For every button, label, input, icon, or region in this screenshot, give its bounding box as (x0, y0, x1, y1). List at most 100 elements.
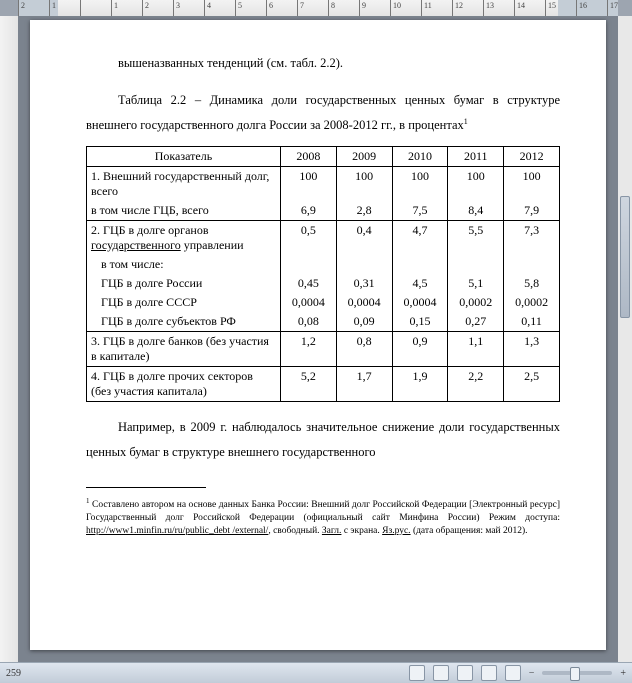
scrollbar-vertical[interactable] (617, 16, 632, 663)
table-row: 4. ГЦБ в долге прочих секторов (без учас… (87, 367, 560, 402)
cell-value: 1,7 (336, 367, 392, 402)
cell-value: 0,45 (280, 274, 336, 293)
cell-value: 2,2 (448, 367, 504, 402)
cell-value: 0,0002 (448, 293, 504, 312)
cell-value: 0,09 (336, 312, 392, 332)
col-header-year: 2009 (336, 147, 392, 167)
cell-value (336, 255, 392, 274)
row-label: ГЦБ в долге СССР (87, 293, 281, 312)
cell-value: 2,8 (336, 201, 392, 221)
footnote-zagl: Загл. (322, 526, 342, 536)
word-processor-window: 211234567891011121314151617 вышеназванны… (0, 0, 632, 683)
col-header-year: 2010 (392, 147, 448, 167)
body-paragraph: Например, в 2009 г. наблюдалось значител… (86, 415, 560, 465)
cell-value: 100 (448, 167, 504, 202)
table-row: ГЦБ в долге СССР0,00040,00040,00040,0002… (87, 293, 560, 312)
caption-footnote-mark: 1 (464, 117, 468, 126)
table-row: 2. ГЦБ в долге органов государственного … (87, 221, 560, 256)
document-workspace: вышеназванных тенденций (см. табл. 2.2).… (18, 16, 618, 663)
cell-value: 0,5 (280, 221, 336, 256)
view-mode-button-3[interactable] (457, 665, 473, 681)
top-fragment-text: вышеназванных тенденций (см. табл. 2.2). (86, 51, 560, 76)
scrollbar-thumb[interactable] (620, 196, 630, 318)
cell-value: 100 (392, 167, 448, 202)
cell-value: 0,31 (336, 274, 392, 293)
cell-value: 7,5 (392, 201, 448, 221)
col-header-year: 2012 (504, 147, 560, 167)
cell-value: 7,3 (504, 221, 560, 256)
cell-value (392, 255, 448, 274)
ruler-vertical[interactable] (0, 16, 19, 663)
cell-value (504, 255, 560, 274)
cell-value: 0,15 (392, 312, 448, 332)
table-row: ГЦБ в долге субъектов РФ0,080,090,150,27… (87, 312, 560, 332)
table-body: 1. Внешний государственный долг, всего10… (87, 167, 560, 402)
table-row: 3. ГЦБ в долге банков (без участия в кап… (87, 332, 560, 367)
cell-value: 5,5 (448, 221, 504, 256)
ruler-horizontal[interactable]: 211234567891011121314151617 (18, 0, 618, 17)
col-header-year: 2011 (448, 147, 504, 167)
cell-value: 4,5 (392, 274, 448, 293)
footnote-text-a: Составлено автором на основе данных Банк… (86, 500, 560, 523)
footnote-text-b: , свободный. (268, 526, 322, 536)
cell-value: 6,9 (280, 201, 336, 221)
cell-value: 0,9 (392, 332, 448, 367)
cell-value: 0,4 (336, 221, 392, 256)
table-row: 1. Внешний государственный долг, всего10… (87, 167, 560, 202)
footnote-text-c: с экрана. (341, 526, 382, 536)
cell-value: 1,1 (448, 332, 504, 367)
cell-value: 5,2 (280, 367, 336, 402)
cell-value (280, 255, 336, 274)
zoom-out-icon[interactable]: − (529, 668, 535, 679)
cell-value: 100 (504, 167, 560, 202)
cell-value: 0,0004 (280, 293, 336, 312)
cell-value: 1,3 (504, 332, 560, 367)
row-label: 3. ГЦБ в долге банков (без участия в кап… (87, 332, 281, 367)
zoom-in-icon[interactable]: + (620, 668, 626, 679)
view-mode-button-1[interactable] (409, 665, 425, 681)
page-number-label: 259 (6, 668, 21, 679)
cell-value: 8,4 (448, 201, 504, 221)
cell-value: 0,0004 (392, 293, 448, 312)
row-label: 1. Внешний государственный долг, всего (87, 167, 281, 202)
footnote-lang: Яз.рус. (382, 526, 410, 536)
cell-value: 0,0002 (504, 293, 560, 312)
cell-value: 0,08 (280, 312, 336, 332)
cell-value: 5,8 (504, 274, 560, 293)
view-mode-button-4[interactable] (481, 665, 497, 681)
cell-value: 100 (280, 167, 336, 202)
view-mode-button-5[interactable] (505, 665, 521, 681)
table-row: в том числе: (87, 255, 560, 274)
cell-value: 1,2 (280, 332, 336, 367)
page: вышеназванных тенденций (см. табл. 2.2).… (30, 20, 606, 650)
row-label: ГЦБ в долге субъектов РФ (87, 312, 281, 332)
cell-value: 5,1 (448, 274, 504, 293)
cell-value: 7,9 (504, 201, 560, 221)
caption-text: Таблица 2.2 – Динамика доли государствен… (86, 93, 560, 132)
footnote: 1 Составлено автором на основе данных Ба… (86, 497, 560, 538)
cell-value: 0,0004 (336, 293, 392, 312)
row-label: в том числе: (87, 255, 281, 274)
table-row: ГЦБ в долге России0,450,314,55,15,8 (87, 274, 560, 293)
zoom-slider[interactable] (542, 671, 612, 675)
cell-value: 0,8 (336, 332, 392, 367)
footnote-separator (86, 487, 206, 488)
row-label: ГЦБ в долге России (87, 274, 281, 293)
cell-value: 2,5 (504, 367, 560, 402)
cell-value: 0,11 (504, 312, 560, 332)
cell-value: 1,9 (392, 367, 448, 402)
table-head: Показатель20082009201020112012 (87, 147, 560, 167)
view-mode-button-2[interactable] (433, 665, 449, 681)
table-row: в том числе ГЦБ, всего6,92,87,58,47,9 (87, 201, 560, 221)
table-header-row: Показатель20082009201020112012 (87, 147, 560, 167)
col-header-indicator: Показатель (87, 147, 281, 167)
cell-value: 4,7 (392, 221, 448, 256)
cell-value: 100 (336, 167, 392, 202)
cell-value: 0,27 (448, 312, 504, 332)
row-label: 4. ГЦБ в долге прочих секторов (без учас… (87, 367, 281, 402)
cell-value (448, 255, 504, 274)
footnote-mark: 1 (86, 497, 90, 505)
data-table: Показатель20082009201020112012 1. Внешни… (86, 146, 560, 402)
footnote-link[interactable]: http://www1.minfin.ru/ru/public_debt /ex… (86, 526, 268, 536)
row-label: в том числе ГЦБ, всего (87, 201, 281, 221)
